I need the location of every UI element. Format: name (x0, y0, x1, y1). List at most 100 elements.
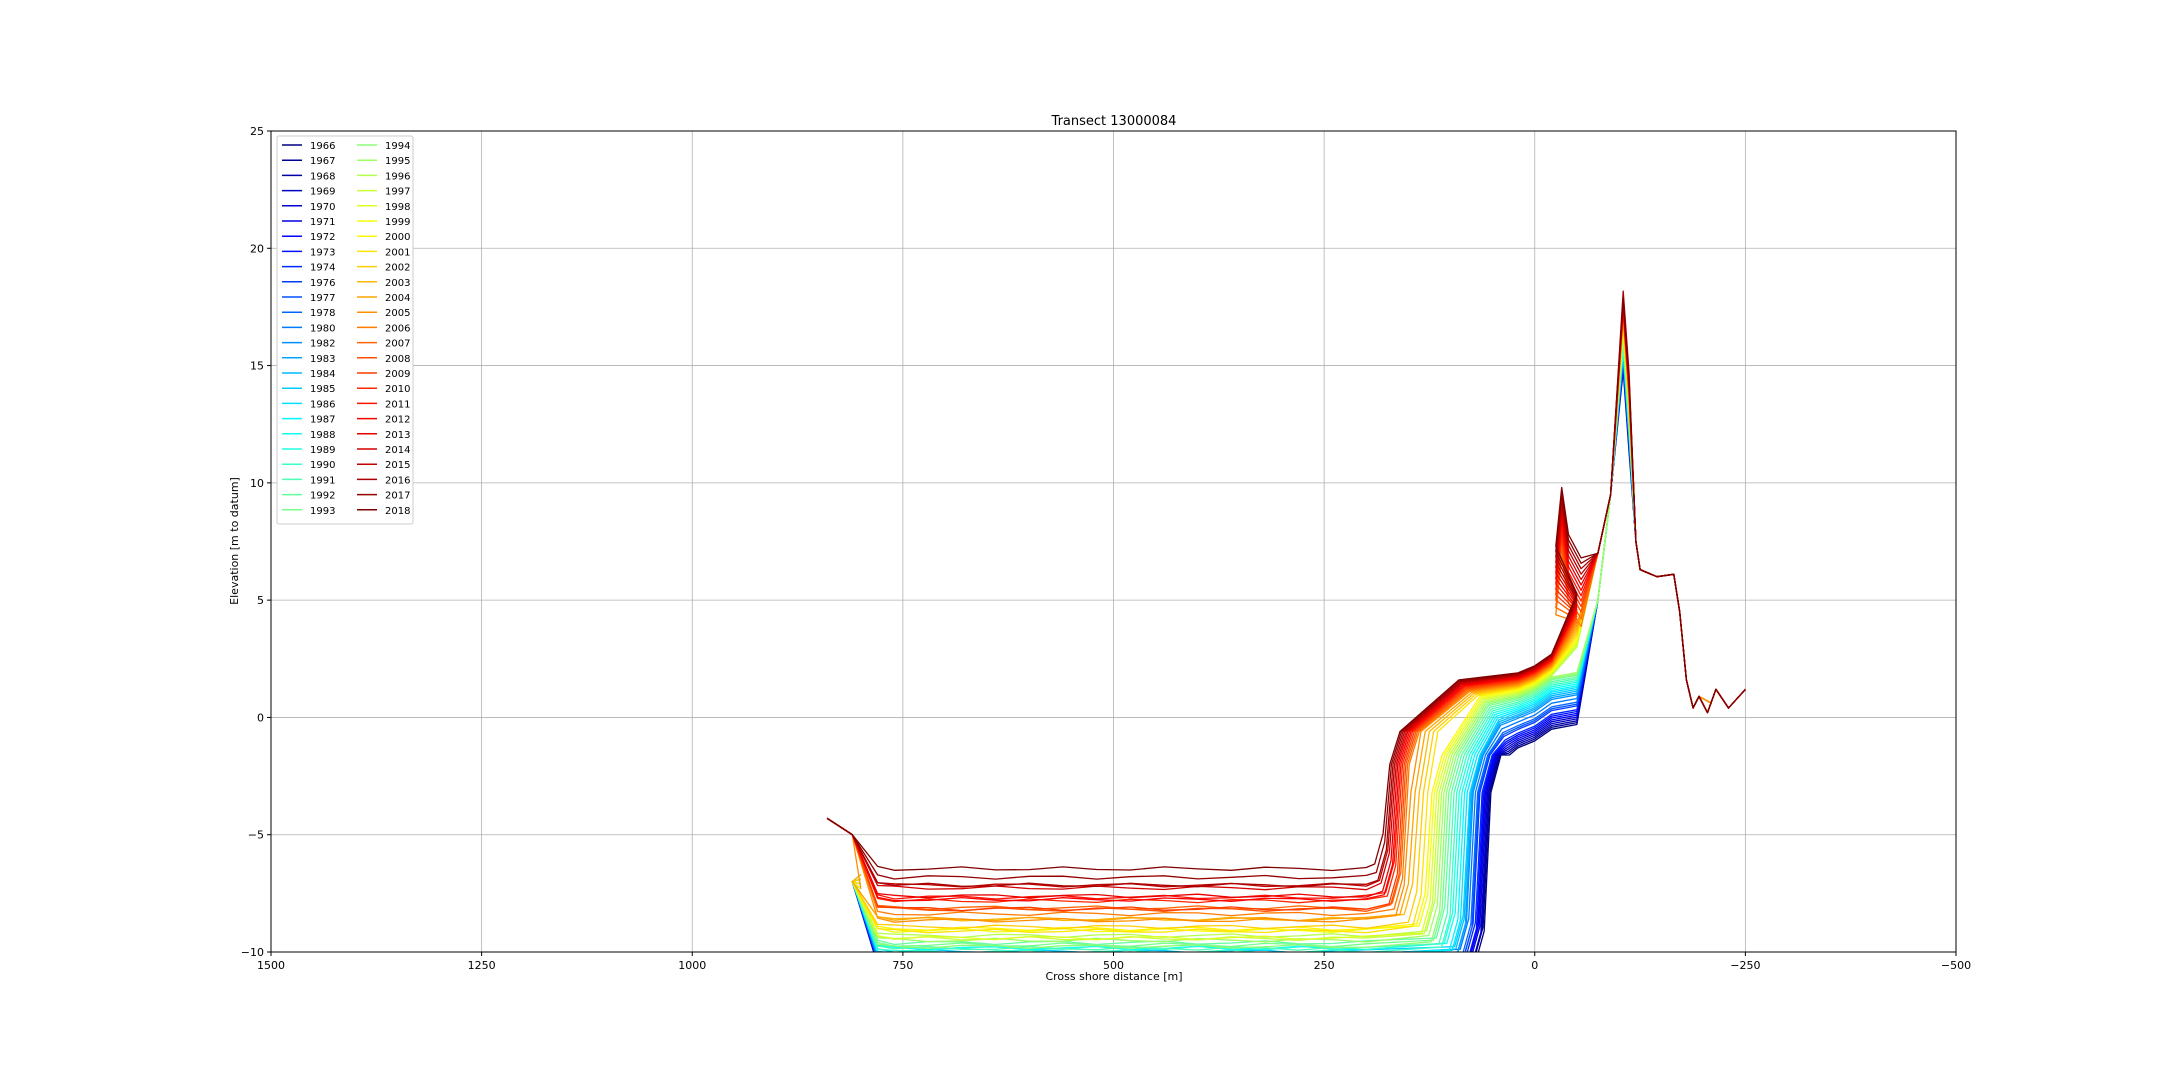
series-line-2009 (826, 311, 1746, 912)
y-tick-label: −5 (248, 829, 264, 842)
legend-label: 2017 (385, 491, 410, 502)
legend-label: 1995 (385, 156, 410, 167)
legend-label: 1998 (385, 202, 410, 213)
y-tick-label: 0 (257, 711, 264, 724)
legend-label: 1977 (310, 293, 335, 304)
legend-label: 1996 (385, 171, 410, 182)
legend-label: 1992 (310, 491, 335, 502)
legend-label: 1971 (310, 217, 335, 228)
legend-label: 1987 (310, 415, 335, 426)
chart-title: Transect 13000084 (1051, 114, 1177, 129)
series-line-2011 (826, 298, 1746, 900)
series-line-2010 (826, 304, 1746, 904)
series-line-2008 (826, 300, 1746, 913)
legend-label: 2006 (385, 323, 410, 334)
legend-label: 2007 (385, 339, 410, 350)
x-tick-label: 500 (1103, 959, 1124, 972)
x-tick-label: 750 (892, 959, 913, 972)
legend-label: 1988 (310, 430, 335, 441)
series-line-1996 (851, 332, 1713, 939)
legend-label: 2014 (385, 445, 410, 456)
legend-label: 2018 (385, 506, 410, 517)
legend-label: 2016 (385, 475, 410, 486)
legend-label: 2003 (385, 278, 410, 289)
x-tick-label: −250 (1730, 959, 1760, 972)
series-line-1993 (851, 341, 1713, 948)
legend-label: 2010 (385, 384, 410, 395)
series-line-2001 (851, 323, 1713, 934)
y-axis: −10 −5 0 5 10 15 20 25 (241, 125, 271, 959)
x-tick-label: −500 (1941, 959, 1971, 972)
legend-label: 1991 (310, 475, 335, 486)
series-line-1999 (851, 321, 1713, 933)
legend-label: 2012 (385, 415, 410, 426)
legend-label: 1984 (310, 369, 335, 380)
y-tick-label: 20 (250, 242, 264, 255)
series-line-1998 (851, 327, 1713, 941)
y-tick-label: 10 (250, 477, 264, 490)
y-tick-label: 15 (250, 360, 264, 373)
y-axis-label: Elevation [m to datum] (228, 477, 241, 605)
legend-label: 1983 (310, 354, 335, 365)
series-line-1986 (851, 338, 1713, 952)
grid (270, 130, 1957, 953)
legend-label: 1997 (385, 187, 410, 198)
x-tick-label: 250 (1314, 959, 1335, 972)
legend-label: 2004 (385, 293, 410, 304)
x-tick-label: 1000 (678, 959, 706, 972)
legend-label: 1973 (310, 247, 335, 258)
series-line-2016 (826, 290, 1746, 888)
legend-label: 2001 (385, 247, 410, 258)
legend-label: 2009 (385, 369, 410, 380)
series-line-1992 (851, 333, 1713, 946)
series-line-1997 (851, 318, 1713, 941)
y-tick-label: 25 (250, 125, 264, 138)
legend-label: 1994 (385, 141, 410, 152)
legend-label: 1969 (310, 187, 335, 198)
legend: 1966 1967 1968 1969 1970 1971 1972 1973 1974 1976… (276, 135, 414, 525)
series-line-2007 (826, 312, 1746, 911)
x-tick-label: 0 (1531, 959, 1538, 972)
y-tick-label: 5 (257, 594, 264, 607)
legend-label: 2015 (385, 460, 410, 471)
legend-label: 1968 (310, 171, 335, 182)
legend-label: 2013 (385, 430, 410, 441)
series-line-2012 (826, 309, 1746, 903)
series-line-2015 (826, 304, 1746, 888)
series-line-2006 (826, 312, 1746, 917)
legend-label: 2008 (385, 354, 410, 365)
x-tick-label: 1250 (468, 959, 496, 972)
series-line-1995 (851, 330, 1713, 943)
legend-label: 1999 (385, 217, 410, 228)
legend-label: 1974 (310, 263, 335, 274)
series-line-2014 (826, 298, 1746, 891)
legend-label: 1970 (310, 202, 335, 213)
legend-label: 1986 (310, 399, 335, 410)
legend-label: 1989 (310, 445, 335, 456)
series-line-2018 (826, 297, 1746, 872)
legend-label: 1982 (310, 339, 335, 350)
legend-label: 1967 (310, 156, 335, 167)
series-line-2017 (826, 298, 1746, 880)
legend-label: 1966 (310, 141, 335, 152)
legend-box (276, 135, 414, 525)
legend-label: 2002 (385, 263, 410, 274)
legend-label: 1993 (310, 506, 335, 517)
legend-label: 2011 (385, 399, 410, 410)
legend-label: 1990 (310, 460, 335, 471)
x-axis: 1500 1250 1000 750 500 250 0 −250 −500 (257, 952, 1971, 972)
series-line-2013 (826, 296, 1746, 899)
legend-label: 1976 (310, 278, 335, 289)
legend-label: 1972 (310, 232, 335, 243)
legend-label: 1985 (310, 384, 335, 395)
legend-label: 2005 (385, 308, 410, 319)
x-axis-label: Cross shore distance [m] (1045, 970, 1182, 983)
series-line-1991 (851, 336, 1713, 951)
series-lines (826, 290, 1746, 952)
series-line-1994 (851, 326, 1713, 949)
legend-label: 2000 (385, 232, 410, 243)
series-line-1988 (851, 345, 1713, 951)
legend-label: 1980 (310, 323, 335, 334)
legend-label: 1978 (310, 308, 335, 319)
